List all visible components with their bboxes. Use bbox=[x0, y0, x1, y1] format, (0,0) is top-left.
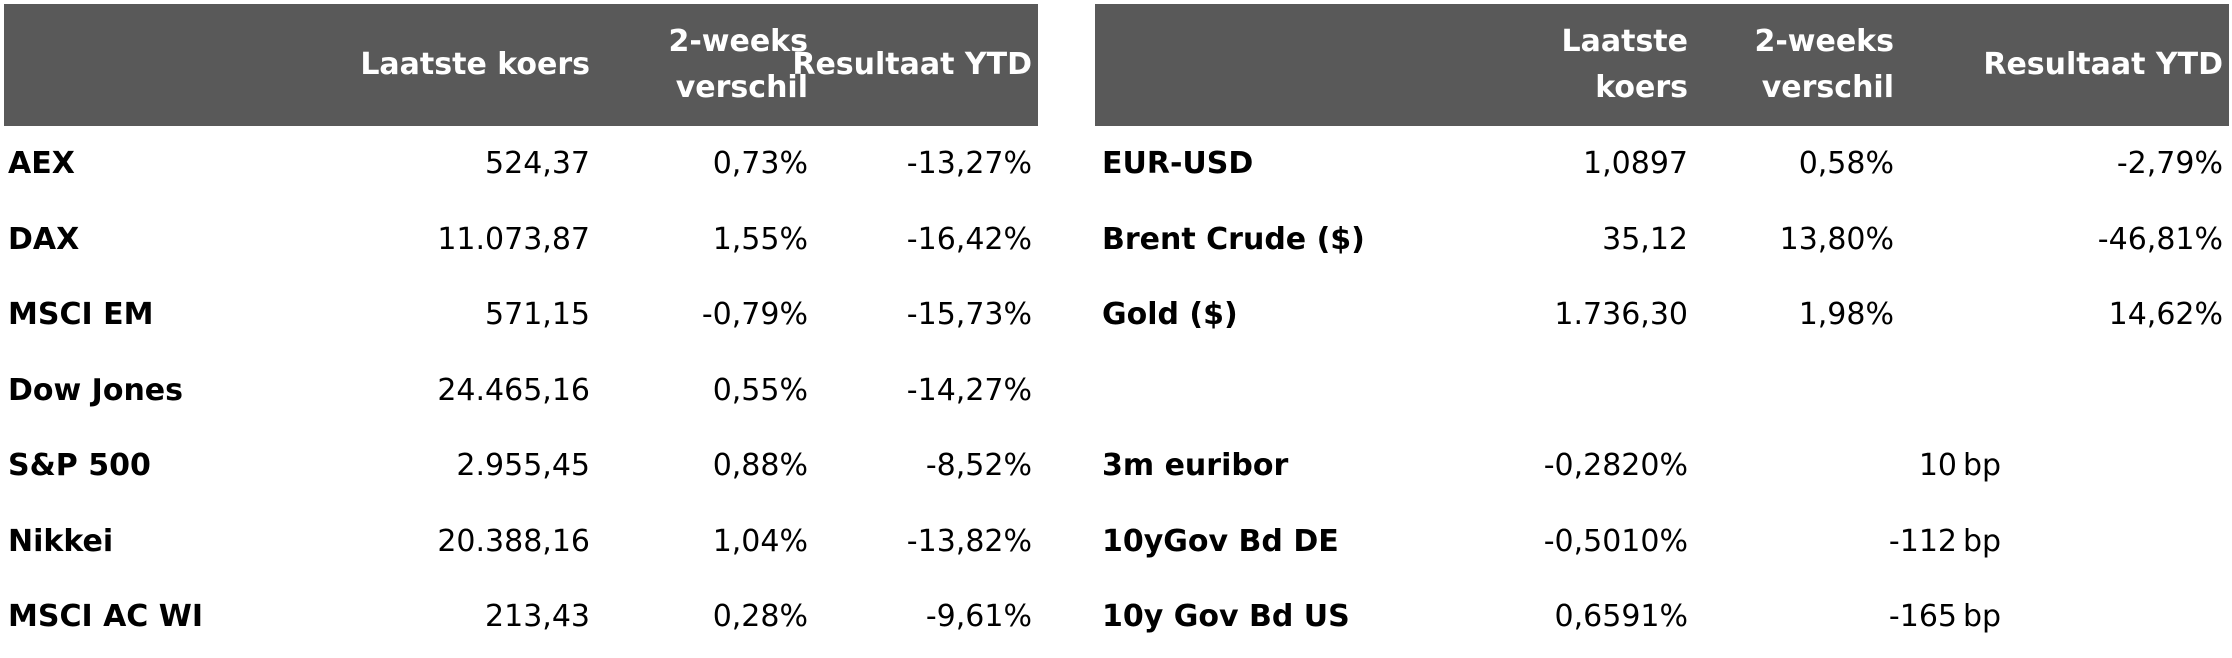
two-week-change: 0,55% bbox=[712, 372, 808, 408]
instrument-name: 10y Gov Bd US bbox=[1102, 599, 1350, 635]
last-price: 0,6591% bbox=[1554, 599, 1688, 635]
two-week-change: 1,98% bbox=[1798, 297, 1894, 333]
header-last-price: Laatste koers bbox=[360, 47, 590, 82]
header-ytd-result: Resultaat YTD bbox=[792, 47, 1032, 82]
bp-value: -112 bbox=[1888, 523, 1957, 559]
instrument-name: 3m euribor bbox=[1102, 448, 1289, 484]
header-two-week-change: 2-weeks verschil bbox=[668, 24, 808, 105]
instrument-name: Nikkei bbox=[8, 523, 114, 559]
header-name bbox=[4, 4, 204, 126]
table-row: S&P 500 2.955,45 0,88% -8,52% bbox=[4, 428, 1038, 504]
table-row: MSCI EM 571,15 -0,79% -15,73% bbox=[4, 277, 1038, 353]
last-price: 24.465,16 bbox=[437, 372, 590, 408]
two-week-change: 0,28% bbox=[712, 599, 808, 635]
ytd-result: -8,52% bbox=[925, 448, 1032, 484]
ytd-result: -13,27% bbox=[906, 146, 1032, 182]
last-price: -0,2820% bbox=[1543, 448, 1688, 484]
ytd-result: -13,82% bbox=[906, 523, 1032, 559]
two-week-change: 0,73% bbox=[712, 146, 808, 182]
ytd-result: -16,42% bbox=[906, 221, 1032, 257]
last-price: 35,12 bbox=[1602, 221, 1688, 257]
ytd-result: -2,79% bbox=[2116, 146, 2223, 182]
bp-value: -165 bbox=[1888, 599, 1957, 635]
ytd-result: -9,61% bbox=[925, 599, 1032, 635]
last-price: 213,43 bbox=[485, 599, 590, 635]
two-week-change: 1,04% bbox=[712, 523, 808, 559]
instrument-name: S&P 500 bbox=[8, 448, 151, 484]
two-week-change: -0,79% bbox=[701, 297, 808, 333]
instrument-name: Gold ($) bbox=[1102, 297, 1238, 333]
table-body: EUR-USD 1,0897 0,58% -2,79% Brent Crude ($) 3… bbox=[1095, 126, 2229, 655]
last-price: -0,5010% bbox=[1543, 523, 1688, 559]
last-price: 2.955,45 bbox=[456, 448, 590, 484]
table-row: EUR-USD 1,0897 0,58% -2,79% bbox=[1095, 126, 2229, 202]
two-week-change: 0,88% bbox=[712, 448, 808, 484]
last-price: 1,0897 bbox=[1583, 146, 1688, 182]
table-row: AEX 524,37 0,73% -13,27% bbox=[4, 126, 1038, 202]
instrument-name: Dow Jones bbox=[8, 372, 184, 408]
last-price: 11.073,87 bbox=[437, 221, 590, 257]
market-table-left: Laatste koers 2-weeks verschil Resultaat… bbox=[4, 4, 1038, 655]
ytd-result: 14,62% bbox=[2108, 297, 2223, 333]
instrument-name: AEX bbox=[8, 146, 75, 182]
instrument-name: Brent Crude ($) bbox=[1102, 221, 1365, 257]
table-row: Brent Crude ($) 35,12 13,80% -46,81% bbox=[1095, 202, 2229, 278]
ytd-result: -46,81% bbox=[2097, 221, 2223, 257]
table-row: MSCI AC WI 213,43 0,28% -9,61% bbox=[4, 579, 1038, 655]
two-week-change: 1,55% bbox=[712, 221, 808, 257]
bp-unit: bp bbox=[1963, 599, 2002, 635]
last-price: 571,15 bbox=[485, 297, 590, 333]
table-row: DAX 11.073,87 1,55% -16,42% bbox=[4, 202, 1038, 278]
two-week-change: 13,80% bbox=[1779, 221, 1894, 257]
last-price: 524,37 bbox=[485, 146, 590, 182]
header-last-price: Laatste koers bbox=[1561, 24, 1689, 105]
header-name bbox=[1095, 4, 1295, 126]
two-week-change: 0,58% bbox=[1798, 146, 1894, 182]
table-row: 10y Gov Bd US 0,6591% -165 bp bbox=[1095, 579, 2229, 655]
last-price: 20.388,16 bbox=[437, 523, 590, 559]
ytd-result: -14,27% bbox=[906, 372, 1032, 408]
table-header: Laatste koers 2-weeks verschil Resultaat… bbox=[4, 4, 1038, 126]
table-row: 3m euribor -0,2820% 10 bp bbox=[1095, 428, 2229, 504]
table-header: Laatste koers 2-weeks verschil Resultaat… bbox=[1095, 4, 2229, 126]
ytd-result: -15,73% bbox=[906, 297, 1032, 333]
last-price: 1.736,30 bbox=[1554, 297, 1688, 333]
header-two-week-change: 2-weeks verschil bbox=[1754, 24, 1894, 105]
instrument-name: EUR-USD bbox=[1102, 146, 1254, 182]
instrument-name: DAX bbox=[8, 221, 80, 257]
instrument-name: 10yGov Bd DE bbox=[1102, 523, 1339, 559]
bp-unit: bp bbox=[1963, 448, 2002, 484]
instrument-name: MSCI AC WI bbox=[8, 599, 204, 635]
bp-unit: bp bbox=[1963, 523, 2002, 559]
bp-value: 10 bbox=[1918, 448, 1957, 484]
market-table-right: Laatste koers 2-weeks verschil Resultaat… bbox=[1095, 4, 2229, 655]
table-row: Gold ($) 1.736,30 1,98% 14,62% bbox=[1095, 277, 2229, 353]
table-body: AEX 524,37 0,73% -13,27% DAX 11.073,87 1,55% -1… bbox=[4, 126, 1038, 655]
table-row: Nikkei 20.388,16 1,04% -13,82% bbox=[4, 504, 1038, 580]
table-row: 10yGov Bd DE -0,5010% -112 bp bbox=[1095, 504, 2229, 580]
header-ytd-result: Resultaat YTD bbox=[1983, 47, 2223, 82]
instrument-name: MSCI EM bbox=[8, 297, 154, 333]
table-row: Dow Jones 24.465,16 0,55% -14,27% bbox=[4, 353, 1038, 429]
table-row bbox=[1095, 353, 2229, 429]
